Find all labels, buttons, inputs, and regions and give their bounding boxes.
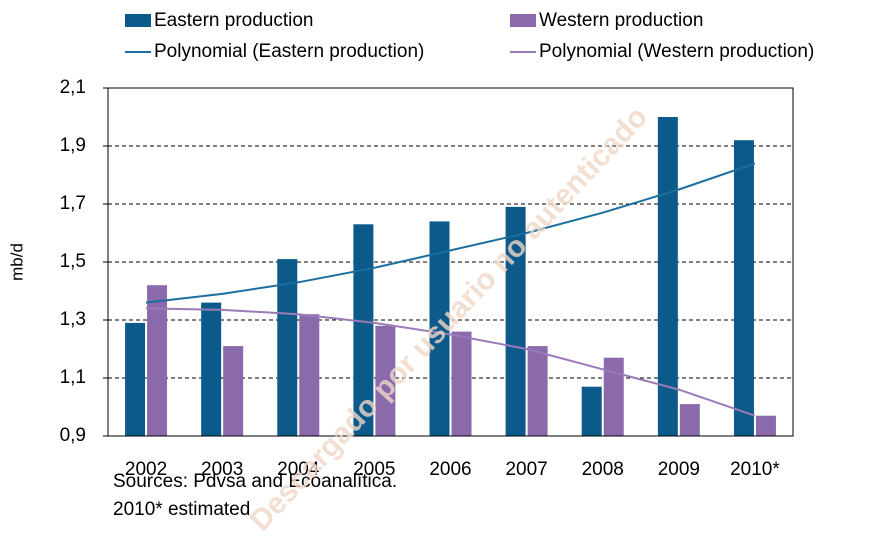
legend-label: Polynomial (Eastern production) [154,41,424,62]
y-tick-label: 1,3 [60,309,86,330]
bar [125,322,146,436]
x-tick-label: 2003 [201,459,243,480]
legend-swatch [125,14,151,27]
y-tick-label: 1,1 [60,367,86,388]
trendline [145,162,756,304]
bar [201,302,222,436]
bar [429,221,450,436]
x-tick-label: 2010* [730,459,780,480]
bar [755,415,776,436]
legend-label: Polynomial (Western production) [539,41,814,62]
note: Sources: Pdvsa and Ecoanalítica. [113,471,397,492]
bar [451,331,472,436]
note: 2010* estimated [113,499,250,520]
x-tick-label: 2002 [125,459,167,480]
legend-label: Western production [539,10,703,31]
bar [527,346,548,436]
y-tick-label: 1,9 [60,135,86,156]
y-axis-label: mb/d [7,243,26,281]
bar [353,224,374,436]
bar [505,206,526,436]
legend-label: Eastern production [154,10,314,31]
bar [299,314,320,436]
bar [603,357,624,436]
bar [581,386,602,436]
bar [277,259,298,436]
bar [657,117,678,436]
bar [733,140,754,436]
bar [223,346,244,436]
x-tick-label: 2004 [277,459,320,480]
y-tick-label: 1,7 [60,193,86,214]
y-tick-label: 1,5 [60,251,86,272]
legend-swatch [510,14,536,27]
x-tick-label: 2009 [658,459,700,480]
y-tick-label: 0,9 [60,425,86,446]
bar [679,404,700,436]
bar [147,285,168,436]
plot-frame [107,87,794,437]
x-tick-label: 2007 [505,459,547,480]
bar [375,325,396,436]
trendline [146,307,756,417]
x-tick-label: 2005 [353,459,395,480]
y-tick-label: 2,1 [60,77,86,98]
x-tick-label: 2008 [582,459,624,480]
x-tick-label: 2006 [429,459,471,480]
